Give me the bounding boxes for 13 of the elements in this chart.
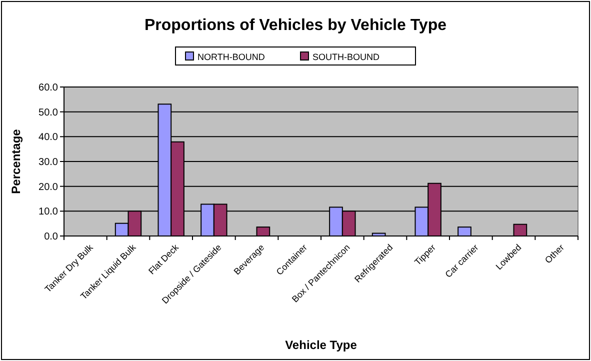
x-axis-title: Vehicle Type <box>285 338 358 352</box>
y-tick-label: 40.0 <box>38 132 58 144</box>
chart-title: Proportions of Vehicles by Vehicle Type <box>144 17 447 34</box>
y-tick-label: 10.0 <box>38 206 58 218</box>
y-axis-title: Percentage <box>9 128 23 194</box>
legend-label: SOUTH-BOUND <box>312 52 380 62</box>
y-tick-label: 20.0 <box>38 182 58 193</box>
y-tick-label: 30.0 <box>38 157 58 168</box>
bar <box>458 226 472 236</box>
legend-label: NORTH-BOUND <box>198 52 266 62</box>
y-tick-label: 50.0 <box>38 107 58 118</box>
y-tick-label: 60.0 <box>38 82 58 94</box>
y-tick-label: 0.0 <box>44 232 58 242</box>
